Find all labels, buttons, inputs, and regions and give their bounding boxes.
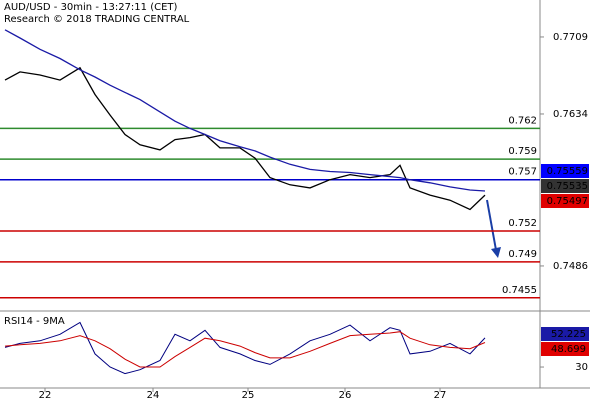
series-line (4, 29, 486, 192)
level-label: 0.749 (508, 249, 537, 260)
y-tick-label: 0.7634 (553, 109, 588, 120)
price-label-box (541, 194, 589, 208)
price-label: 0.75559 (547, 166, 588, 177)
y-tick-label: 0.7486 (553, 261, 588, 272)
chart-subtitle: Research © 2018 TRADING CENTRAL (4, 14, 190, 25)
level-label: 0.7455 (502, 285, 537, 296)
series-line (4, 66, 486, 211)
price-label: 0.75535 (547, 181, 588, 192)
price-label-box (541, 179, 589, 193)
value-label: 52.225 (551, 329, 586, 340)
chart-title: AUD/USD - 30min - 13:27:11 (CET) (4, 2, 178, 13)
series-line (4, 321, 486, 375)
price-label-box (541, 164, 589, 178)
series-line (4, 331, 486, 368)
level-label: 0.757 (508, 167, 537, 178)
x-tick-label: 27 (434, 390, 447, 400)
level-label: 0.759 (508, 146, 537, 157)
level-label: 0.762 (508, 115, 537, 126)
x-tick-label: 26 (339, 390, 352, 400)
level-label: 0.752 (508, 218, 537, 229)
x-tick-label: 25 (242, 390, 255, 400)
y-tick-label: 0.7709 (553, 32, 588, 43)
x-tick-label: 24 (147, 390, 160, 400)
x-tick-label: 22 (39, 390, 52, 400)
value-label-box (541, 342, 589, 356)
value-label-box (541, 327, 589, 341)
value-label: 48.699 (551, 344, 586, 355)
forecast-arrow (486, 199, 497, 251)
y-tick-label: 30 (575, 362, 588, 373)
price-label: 0.75497 (547, 196, 588, 207)
panel-title: RSI14 - 9MA (4, 316, 65, 327)
forecast-arrowhead (491, 247, 501, 258)
